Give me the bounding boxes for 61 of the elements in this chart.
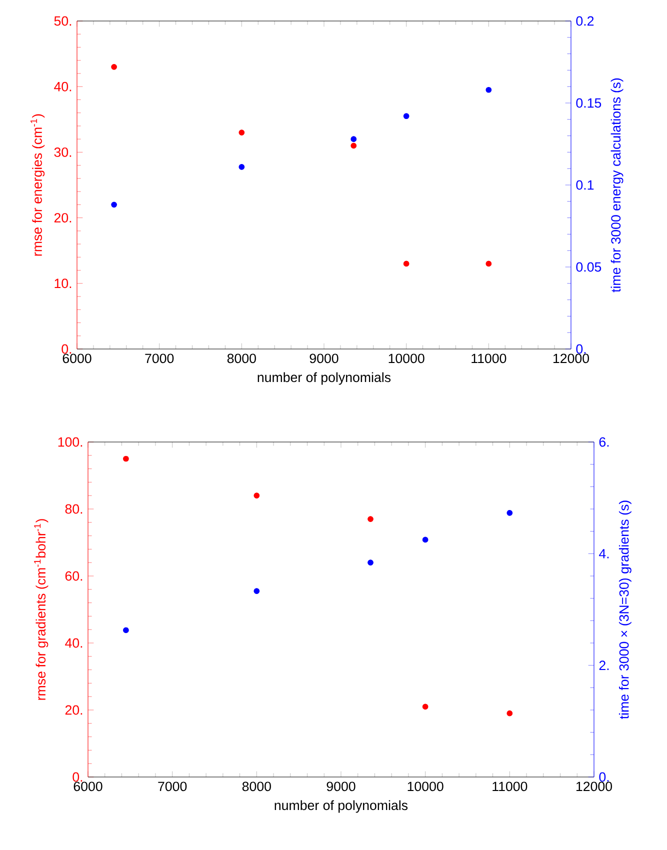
point xyxy=(403,260,410,267)
y-tick-label: 40. xyxy=(65,638,82,648)
point xyxy=(111,202,117,208)
x-tick-label: 9000 xyxy=(326,782,356,792)
x-tick-label: 6000 xyxy=(62,354,92,364)
y-tick-label: 50. xyxy=(54,16,72,26)
point xyxy=(403,113,410,120)
x-tick-label: 12000 xyxy=(553,354,590,364)
x-tick-label: 8000 xyxy=(242,782,271,792)
x-tick-label: 9000 xyxy=(310,354,338,364)
point xyxy=(486,86,492,93)
x-tick-label: 7000 xyxy=(145,354,174,364)
y-tick-label: 30. xyxy=(54,147,72,157)
y-tick-label: 100. xyxy=(58,437,82,447)
y2-tick-label: 2. xyxy=(599,660,609,670)
point xyxy=(254,492,260,499)
x-tick-label: 7000 xyxy=(158,782,187,792)
y-tick-label: 40. xyxy=(54,82,72,92)
y2-tick-label: 0.05 xyxy=(576,262,602,272)
point xyxy=(368,560,374,566)
point xyxy=(350,136,357,142)
y2-tick-label: 0.15 xyxy=(576,98,602,108)
point xyxy=(506,710,513,716)
y-tick-label: 20. xyxy=(54,213,72,223)
y2-tick-label: 4. xyxy=(599,549,609,558)
x-tick-label: 10000 xyxy=(408,782,444,792)
y-tick-label: 80. xyxy=(65,504,82,514)
point xyxy=(422,704,428,710)
point xyxy=(111,64,117,70)
y-tick-label: 10. xyxy=(54,278,72,288)
point xyxy=(123,456,129,462)
x-tick-label: 8000 xyxy=(227,354,256,364)
y2-tick-label: 0. xyxy=(599,772,609,782)
y2-axis-title: time for 3000 energy calculations (s) xyxy=(610,78,624,292)
y2-tick-label: 6. xyxy=(599,437,609,447)
point xyxy=(238,164,245,170)
point xyxy=(422,536,428,543)
point xyxy=(506,510,513,516)
y-tick-label: 60. xyxy=(65,571,82,581)
point xyxy=(238,130,245,136)
x-axis-title: number of polynomials xyxy=(258,372,391,385)
y-axis-title: rmse for gradients (cm$^{-1}$bohr$^{-1}$) xyxy=(34,519,48,700)
x-axis-title: number of polynomials xyxy=(274,800,408,813)
y2-tick-label: 0. xyxy=(576,344,586,354)
x-tick-label: 10000 xyxy=(388,354,424,364)
point xyxy=(254,588,260,594)
point xyxy=(368,516,374,522)
y-tick-label: 0. xyxy=(62,344,72,354)
point xyxy=(123,627,129,634)
point xyxy=(486,260,492,267)
y-axis-title: rmse for energies (cm$^{-1}$) xyxy=(30,114,45,256)
y-tick-label: 20. xyxy=(65,705,82,715)
y-tick-label: 0. xyxy=(72,772,82,782)
x-tick-label: 6000 xyxy=(74,782,102,792)
y2-tick-label: 0.1 xyxy=(576,180,594,190)
x-tick-label: 11000 xyxy=(492,782,528,792)
y2-axis-title: time for 3000 × (3N=30) gradients (s) xyxy=(618,500,632,719)
x-tick-label: 12000 xyxy=(576,782,612,792)
y2-tick-label: 0.2 xyxy=(576,16,594,26)
x-tick-label: 11000 xyxy=(472,354,506,364)
point xyxy=(350,142,357,149)
